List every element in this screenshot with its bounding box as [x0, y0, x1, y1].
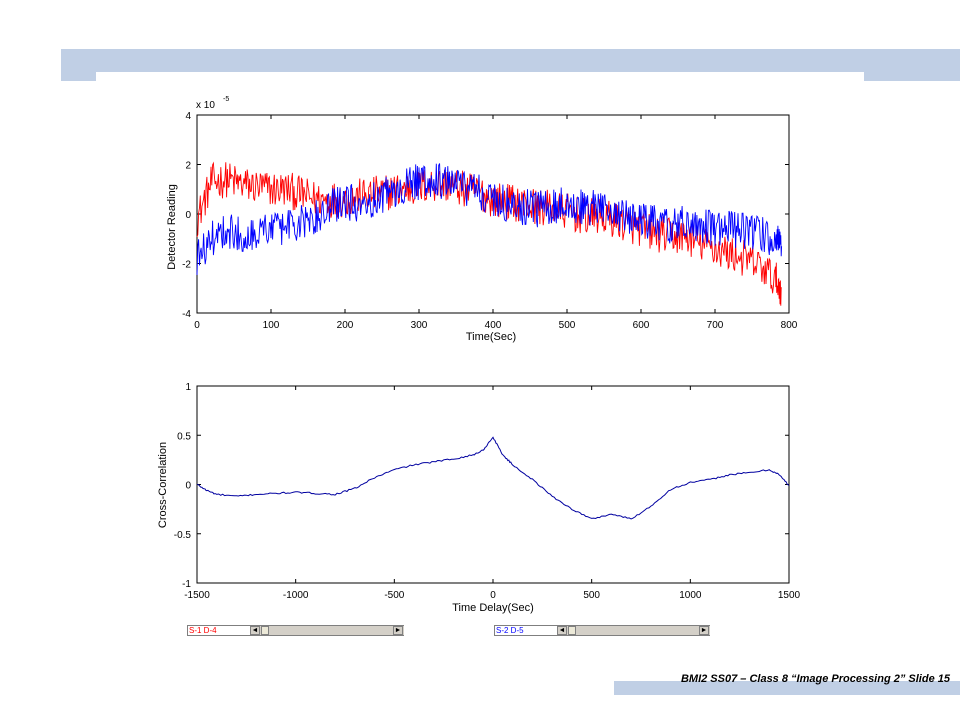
- x-tick-label: 400: [485, 320, 502, 331]
- detector-y-scale-exponent: -5: [223, 96, 229, 103]
- detector-x-label: Time(Sec): [466, 331, 516, 343]
- xcorr-series: [196, 436, 790, 520]
- scroll-left-arrow-icon[interactable]: ◄: [557, 626, 567, 635]
- detector-plot-area: [196, 114, 790, 314]
- scroll-left-arrow-icon[interactable]: ◄: [250, 626, 260, 635]
- detector-ticks: 0 100 200 300 400 500 600 700 800 -4 -2 0 2 4: [182, 111, 798, 331]
- detector-y-label: Detector Reading: [166, 184, 178, 270]
- x-tick-label: 1500: [778, 590, 801, 601]
- series-selector-right[interactable]: S-2 D-5 ◄ ►: [494, 625, 710, 636]
- x-tick-label: 300: [411, 320, 428, 331]
- x-tick-label: 100: [263, 320, 280, 331]
- y-tick-label: 1: [185, 382, 191, 393]
- y-tick-label: 4: [185, 111, 191, 122]
- y-tick-label: 0: [185, 481, 191, 492]
- detector-y-scale-label: x 10: [196, 100, 215, 111]
- xcorr-x-label: Time Delay(Sec): [452, 602, 534, 614]
- x-tick-label: 600: [633, 320, 650, 331]
- cross-correlation-chart: -1500 -1000 -500 0 500 1000 1500 -1 -0.5 0 0.5 1 Ti…: [157, 382, 801, 614]
- series-selector-left-thumb[interactable]: [261, 626, 269, 635]
- footer-band: [614, 681, 960, 695]
- x-tick-label: 0: [194, 320, 200, 331]
- y-tick-label: 0.5: [177, 431, 191, 442]
- detector-chart: 0 100 200 300 400 500 600 700 800 -4 -2 0 2 4 x 10 -5…: [166, 96, 798, 343]
- y-tick-label: -2: [182, 260, 191, 271]
- x-tick-label: 0: [490, 590, 496, 601]
- series-selector-left-label: S-1 D-4: [189, 626, 217, 635]
- y-tick-label: -1: [182, 579, 191, 590]
- y-tick-label: 2: [185, 161, 191, 172]
- x-tick-label: -1500: [184, 590, 210, 601]
- x-tick-label: 500: [559, 320, 576, 331]
- header-white-strip: [96, 72, 864, 84]
- x-tick-label: -1000: [283, 590, 309, 601]
- detector-series: [196, 161, 783, 306]
- x-tick-label: 1000: [679, 590, 702, 601]
- series-line-1: [196, 163, 783, 276]
- y-tick-label: -0.5: [174, 530, 192, 541]
- series-selector-right-track[interactable]: [557, 626, 710, 635]
- xcorr-y-label: Cross-Correlation: [157, 442, 169, 528]
- xcorr-plot-area: [196, 385, 790, 584]
- x-tick-label: 500: [583, 590, 600, 601]
- slide-footer: BMI2 SS07 – Class 8 “Image Processing 2”…: [680, 673, 950, 685]
- series-selector-left[interactable]: S-1 D-4 ◄ ►: [187, 625, 404, 636]
- x-tick-label: -500: [384, 590, 404, 601]
- y-tick-label: -4: [182, 309, 191, 320]
- y-tick-label: 0: [185, 210, 191, 221]
- series-selector-right-thumb[interactable]: [568, 626, 576, 635]
- x-tick-label: 200: [337, 320, 354, 331]
- series-line-0: [196, 436, 790, 520]
- scroll-right-arrow-icon[interactable]: ►: [699, 626, 709, 635]
- x-tick-label: 700: [707, 320, 724, 331]
- xcorr-ticks: -1500 -1000 -500 0 500 1000 1500 -1 -0.5 0 0.5 1: [174, 382, 801, 601]
- scroll-right-arrow-icon[interactable]: ►: [393, 626, 403, 635]
- series-selector-left-track[interactable]: [250, 626, 404, 635]
- series-selector-right-label: S-2 D-5: [496, 626, 524, 635]
- x-tick-label: 800: [781, 320, 798, 331]
